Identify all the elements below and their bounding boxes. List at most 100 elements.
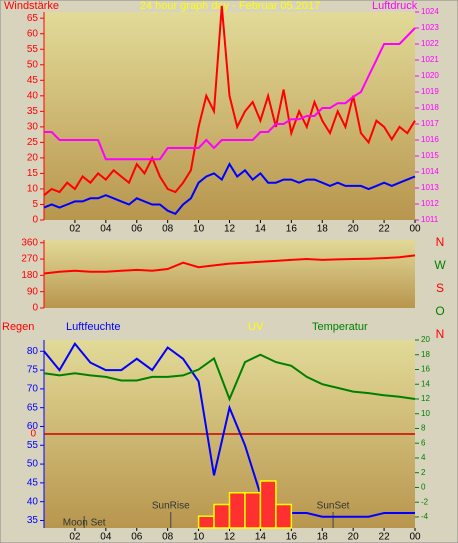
y-tick-label: 5	[32, 199, 38, 210]
y-tick-label: 45	[27, 478, 39, 489]
chart-title: 24 hour graph day - Februar 05.2017	[140, 0, 320, 12]
x-tick-label: 18	[317, 532, 329, 543]
y-tick-label: 90	[27, 286, 39, 297]
uv-bar	[213, 503, 231, 529]
plot-area	[44, 12, 415, 220]
y2-tick-label: 1022	[421, 39, 439, 48]
y2-tick-label: 1016	[421, 135, 439, 144]
x-tick-label: 08	[162, 224, 174, 235]
x-tick-label: 12	[224, 224, 236, 235]
legend-label: Luftfeuchte	[66, 321, 120, 333]
y2-tick-label: 1024	[421, 7, 439, 16]
y-tick-label: 65	[27, 402, 39, 413]
y2-tick-label: -4	[421, 512, 429, 521]
y-tick-label: 60	[27, 421, 39, 432]
x-tick-label: 00	[409, 224, 421, 235]
x-tick-label: 20	[348, 532, 360, 543]
y2-tick-label: 1015	[421, 151, 439, 160]
y2-tick-label: 16	[421, 365, 430, 374]
x-tick-label: 06	[131, 224, 143, 235]
y2-tick-label: 12	[421, 394, 430, 403]
x-tick-label: 14	[255, 224, 267, 235]
uv-bar	[244, 492, 262, 529]
rain-tick-label: 0	[30, 429, 36, 440]
y2-tick-label: 1012	[421, 199, 439, 208]
uv-bar	[259, 480, 277, 529]
y2-tick-label: 1014	[421, 167, 439, 176]
uv-bar	[228, 492, 246, 529]
axis-label: Windstärke	[4, 0, 59, 12]
annotation: SunRise	[152, 501, 190, 512]
y-tick-label: 50	[27, 59, 39, 70]
axis-label: Regen	[2, 321, 34, 333]
y-tick-label: 15	[27, 168, 39, 179]
series-line	[44, 27, 416, 161]
plot-area	[44, 240, 415, 308]
y2-tick-label: -2	[421, 497, 429, 506]
y-tick-label: 55	[27, 44, 39, 55]
y-tick-label: 180	[21, 270, 38, 281]
direction-label: W	[434, 258, 446, 272]
y-tick-label: 75	[27, 365, 39, 376]
series-line	[43, 342, 415, 518]
annotation: SunSet	[317, 501, 350, 512]
series-line	[43, 353, 416, 402]
legend-label: UV	[248, 321, 264, 333]
y2-tick-label: 1018	[421, 103, 439, 112]
y-tick-label: 0	[32, 215, 38, 226]
y2-tick-label: 1011	[421, 215, 439, 224]
y-tick-label: 270	[21, 254, 38, 265]
y2-tick-label: 4	[421, 453, 426, 462]
y-tick-label: 50	[27, 459, 39, 470]
x-tick-label: 04	[100, 224, 112, 235]
y2-tick-label: 1023	[421, 23, 439, 32]
y-tick-label: 35	[27, 106, 39, 117]
series-line	[43, 162, 416, 216]
y-tick-label: 70	[27, 384, 39, 395]
x-tick-label: 20	[348, 224, 360, 235]
y2-tick-label: 1013	[421, 183, 439, 192]
y2-tick-label: 6	[421, 438, 426, 447]
x-tick-label: 10	[193, 532, 205, 543]
y-tick-label: 40	[27, 496, 39, 507]
y-tick-label: 30	[27, 122, 39, 133]
y-tick-label: 65	[27, 13, 39, 24]
x-tick-label: 02	[69, 532, 81, 543]
legend-label: Temperatur	[312, 321, 368, 333]
x-tick-label: 00	[409, 532, 421, 543]
uv-bar	[197, 515, 215, 529]
y-tick-label: 0	[32, 303, 38, 314]
series-line	[43, 254, 416, 275]
direction-label: O	[435, 304, 444, 318]
x-tick-label: 14	[255, 532, 267, 543]
y2-tick-label: 1019	[421, 87, 439, 96]
x-tick-label: 16	[286, 532, 298, 543]
y-tick-label: 80	[27, 346, 39, 357]
x-tick-label: 22	[379, 532, 391, 543]
x-tick-label: 04	[100, 532, 112, 543]
y2-tick-label: 14	[421, 379, 430, 388]
y-tick-label: 35	[27, 515, 39, 526]
y-tick-label: 55	[27, 440, 39, 451]
y2-tick-label: 8	[421, 424, 426, 433]
y-tick-label: 40	[27, 90, 39, 101]
y-tick-label: 25	[27, 137, 39, 148]
x-tick-label: 16	[286, 224, 298, 235]
y2-tick-label: 1017	[421, 119, 439, 128]
y2-tick-label: 2	[421, 468, 426, 477]
y-tick-label: 20	[27, 153, 39, 164]
direction-label: S	[436, 281, 444, 295]
x-tick-label: 22	[379, 224, 391, 235]
axis-label: Luftdruck	[372, 0, 418, 12]
uv-bar	[275, 503, 293, 529]
y2-tick-label: 10	[421, 409, 430, 418]
y2-tick-label: 0	[421, 483, 426, 492]
y-tick-label: 10	[27, 184, 39, 195]
x-tick-label: 10	[193, 224, 205, 235]
x-tick-label: 06	[131, 532, 143, 543]
direction-label: N	[436, 235, 445, 249]
x-tick-label: 18	[317, 224, 329, 235]
y2-tick-label: 1020	[421, 71, 439, 80]
y-tick-label: 45	[27, 75, 39, 86]
